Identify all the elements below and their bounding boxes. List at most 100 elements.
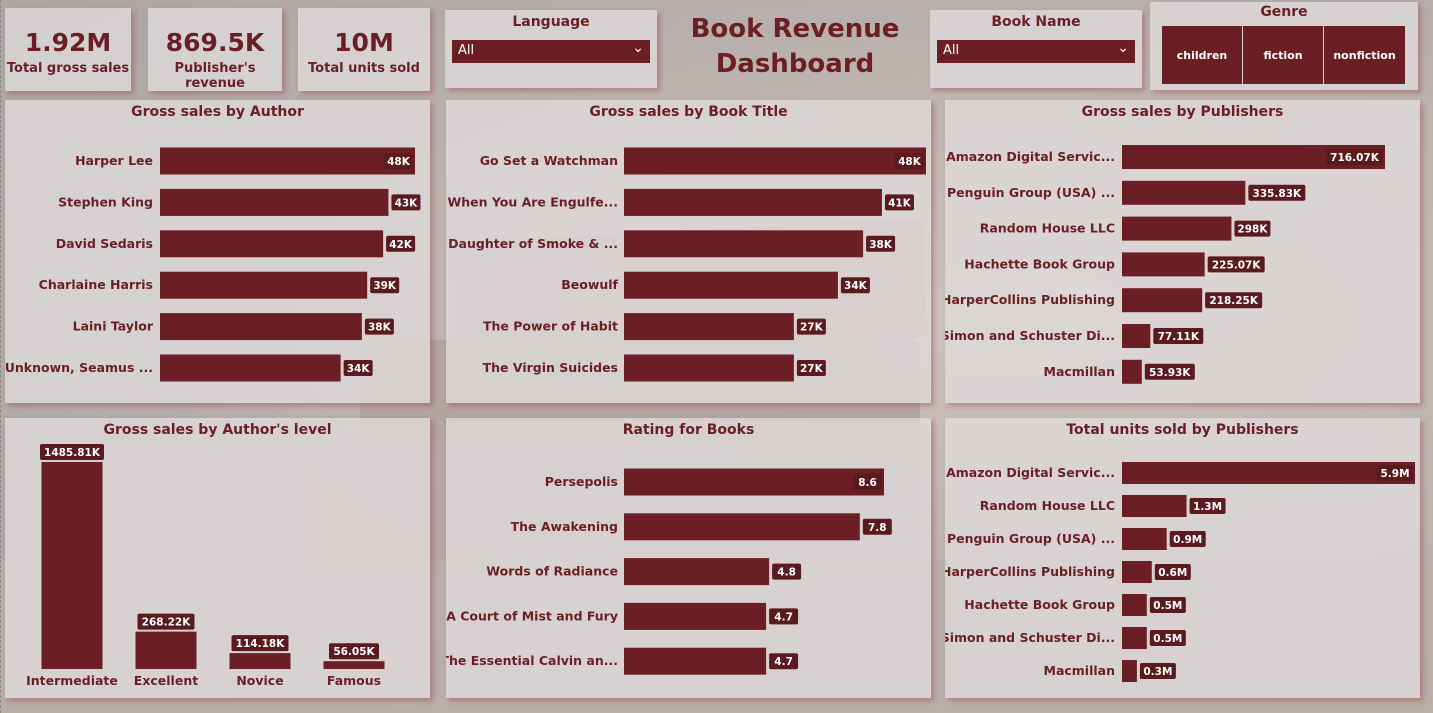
- bar[interactable]: [135, 631, 197, 669]
- bar[interactable]: [624, 313, 794, 341]
- bar[interactable]: [624, 513, 860, 541]
- bar[interactable]: [1122, 359, 1142, 384]
- genre-tile-children[interactable]: children: [1162, 26, 1243, 84]
- bar[interactable]: [624, 602, 767, 630]
- bar[interactable]: [41, 462, 103, 669]
- category-label: Random House LLC: [980, 221, 1115, 236]
- data-label-bg: [1149, 597, 1186, 613]
- data-label: 114.18K: [236, 638, 286, 650]
- category-label: HarperCollins Publishing: [945, 292, 1115, 307]
- book-name-dropdown[interactable]: All ⌄: [937, 40, 1135, 63]
- page-title-line2: Dashboard: [715, 49, 875, 79]
- category-label: Harper Lee: [75, 153, 153, 168]
- category-label: Unknown, Seamus ...: [5, 360, 153, 375]
- bar[interactable]: [1122, 495, 1187, 517]
- bar[interactable]: [1122, 324, 1151, 348]
- kpi-value: 10M: [334, 28, 394, 57]
- bar[interactable]: [1122, 288, 1203, 313]
- data-label-bg: [1154, 564, 1191, 580]
- chart-title: Gross sales by Book Title: [589, 104, 788, 120]
- bar[interactable]: [1122, 216, 1232, 241]
- data-label: 0.9M: [1173, 534, 1202, 546]
- data-label-bg: [1248, 184, 1306, 201]
- category-label: Novice: [236, 673, 283, 688]
- chevron-down-icon: ⌄: [632, 40, 644, 56]
- data-label-bg: [853, 474, 882, 490]
- bar[interactable]: [160, 313, 362, 341]
- category-label: A Court of Mist and Fury: [446, 608, 618, 623]
- data-label-bg: [1234, 220, 1271, 237]
- chart-total-units-sold-by-publishers: Total units sold by Publishers Amazon Di…: [945, 418, 1420, 698]
- bar[interactable]: [624, 230, 864, 258]
- category-label: Go Set a Watchman: [480, 153, 618, 168]
- bar[interactable]: [1122, 627, 1147, 649]
- data-label: 0.5M: [1153, 633, 1182, 645]
- genre-slicer: Genre children fiction nonfiction: [1150, 2, 1418, 90]
- bar[interactable]: [1122, 594, 1147, 616]
- language-slicer-title: Language: [512, 14, 590, 30]
- data-label: 34K: [844, 280, 868, 292]
- bar[interactable]: [624, 147, 926, 175]
- bar[interactable]: [229, 653, 291, 669]
- bar[interactable]: [323, 661, 385, 669]
- bar[interactable]: [1122, 462, 1415, 484]
- bar[interactable]: [160, 188, 389, 216]
- data-label: 48K: [387, 156, 411, 168]
- chart-gross-sales-by-author-level: Gross sales by Author's level 1485.81K In…: [5, 418, 430, 698]
- bar[interactable]: [160, 354, 341, 382]
- data-label-bg: [137, 613, 195, 630]
- chart-title: Gross sales by Author's level: [103, 422, 332, 438]
- data-label: 77.11K: [1158, 331, 1200, 343]
- category-label: When You Are Engulfe...: [447, 194, 618, 209]
- bar[interactable]: [624, 558, 770, 586]
- chart-publishers-units-svg: Amazon Digital Servic... 5.9M Random House…: [945, 462, 1415, 682]
- book-name-dropdown-value: All: [943, 43, 960, 58]
- data-label: 48K: [898, 156, 922, 168]
- chart-title: Rating for Books: [622, 422, 755, 438]
- kpi-value: 869.5K: [165, 28, 265, 57]
- bar[interactable]: [624, 271, 838, 299]
- language-dropdown-value: All: [458, 43, 475, 58]
- bar[interactable]: [624, 647, 767, 675]
- data-label-bg: [866, 235, 896, 252]
- category-label: Macmillan: [1044, 663, 1116, 678]
- data-label-bg: [1169, 531, 1206, 547]
- bar[interactable]: [624, 354, 794, 382]
- chart-title: Total units sold by Publishers: [1066, 422, 1299, 438]
- chart-gross-sales-by-author: Gross sales by Author Harper Lee 48K Steph…: [5, 100, 430, 403]
- bar[interactable]: [160, 147, 415, 175]
- data-label: 7.8: [868, 522, 887, 534]
- genre-tile-fiction[interactable]: fiction: [1243, 26, 1324, 84]
- chart-rating-svg: Persepolis 8.6 The Awakening 7.8 Words of Ra…: [446, 468, 892, 675]
- chart-publishers-sales-svg: Amazon Digital Servic... 716.07K Penguin G…: [945, 145, 1385, 384]
- bar[interactable]: [160, 230, 384, 258]
- bar[interactable]: [1122, 180, 1246, 205]
- kpi-card-total-units-sold: 10M Total units sold: [298, 8, 430, 91]
- category-label: Penguin Group (USA) ...: [947, 185, 1115, 200]
- data-label-bg: [1207, 256, 1265, 273]
- kpi-card-total-gross-sales: 1.92M Total gross sales: [5, 8, 131, 91]
- data-label-bg: [772, 563, 802, 580]
- language-slicer: Language All ⌄: [445, 10, 657, 88]
- data-label-bg: [1139, 663, 1176, 679]
- bar[interactable]: [160, 271, 368, 299]
- language-dropdown[interactable]: All ⌄: [452, 40, 650, 63]
- chart-author-level-svg: 1485.81K Intermediate 268.22K Excellent 114.…: [26, 444, 385, 688]
- data-label: 218.25K: [1209, 295, 1259, 307]
- bar[interactable]: [1122, 660, 1137, 682]
- category-label: Beowulf: [561, 277, 618, 292]
- data-label: 53.93K: [1149, 367, 1191, 379]
- bar[interactable]: [1122, 528, 1167, 550]
- category-label: Famous: [327, 673, 381, 688]
- bar[interactable]: [624, 188, 882, 216]
- genre-tile-nonfiction[interactable]: nonfiction: [1324, 26, 1405, 84]
- genre-slicer-title: Genre: [1260, 4, 1308, 20]
- category-label: Hachette Book Group: [964, 597, 1115, 612]
- data-label: 1485.81K: [44, 447, 101, 459]
- bar[interactable]: [1122, 252, 1205, 277]
- category-label: Simon and Schuster Di...: [945, 630, 1115, 645]
- bar[interactable]: [1122, 561, 1152, 583]
- category-label: Daughter of Smoke & ...: [448, 236, 618, 251]
- bar[interactable]: [624, 468, 884, 496]
- chart-author-svg: Harper Lee 48K Stephen King 43K David Sedari…: [5, 147, 421, 382]
